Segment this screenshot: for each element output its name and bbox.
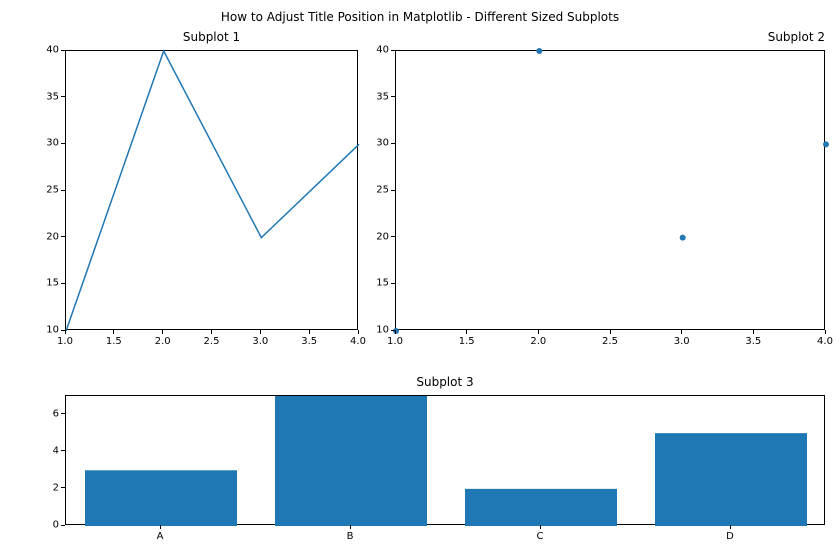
subplot-1-title: Subplot 1 bbox=[183, 30, 240, 44]
bar bbox=[85, 470, 237, 526]
y-tick-label: 6 bbox=[41, 408, 59, 419]
subplot-2-axes bbox=[395, 50, 825, 330]
subplot-1-plot-area bbox=[66, 51, 359, 331]
x-tick-label: 1.5 bbox=[459, 336, 475, 347]
y-tick-label: 4 bbox=[41, 445, 59, 456]
x-tick-label: 1.0 bbox=[57, 336, 73, 347]
bar bbox=[275, 396, 427, 526]
y-tick-label: 20 bbox=[41, 231, 59, 242]
x-tick-label: 2.0 bbox=[155, 336, 171, 347]
y-tick-label: 15 bbox=[371, 278, 389, 289]
scatter-point bbox=[536, 48, 542, 54]
x-tick-label: 2.0 bbox=[530, 336, 546, 347]
x-tick-mark bbox=[753, 330, 754, 334]
figure: How to Adjust Title Position in Matplotl… bbox=[0, 0, 840, 560]
y-tick-mark bbox=[61, 525, 65, 526]
x-tick-label: 3.5 bbox=[745, 336, 761, 347]
y-tick-mark bbox=[61, 330, 65, 331]
x-tick-mark bbox=[466, 330, 467, 334]
y-tick-mark bbox=[391, 96, 395, 97]
x-tick-label: 1.0 bbox=[387, 336, 403, 347]
x-tick-mark bbox=[358, 330, 359, 334]
x-tick-mark bbox=[681, 330, 682, 334]
y-tick-mark bbox=[61, 50, 65, 51]
y-tick-label: 2 bbox=[41, 482, 59, 493]
subplot-2-plot-area bbox=[396, 51, 826, 331]
subplot-2-title: Subplot 2 bbox=[768, 30, 825, 44]
y-tick-label: 40 bbox=[41, 45, 59, 56]
bar bbox=[465, 489, 617, 526]
x-tick-mark bbox=[825, 330, 826, 334]
y-tick-mark bbox=[61, 96, 65, 97]
y-tick-label: 30 bbox=[371, 138, 389, 149]
x-tick-label: 1.5 bbox=[106, 336, 122, 347]
x-tick-label: 2.5 bbox=[602, 336, 618, 347]
subplot-1-axes bbox=[65, 50, 358, 330]
y-tick-label: 40 bbox=[371, 45, 389, 56]
y-tick-mark bbox=[61, 143, 65, 144]
x-tick-mark bbox=[162, 330, 163, 334]
x-tick-mark bbox=[610, 330, 611, 334]
scatter-point bbox=[680, 235, 686, 241]
x-tick-mark bbox=[211, 330, 212, 334]
y-tick-mark bbox=[61, 450, 65, 451]
x-tick-mark bbox=[160, 525, 161, 529]
x-tick-label: 4.0 bbox=[817, 336, 833, 347]
y-tick-label: 10 bbox=[41, 325, 59, 336]
x-tick-mark bbox=[65, 330, 66, 334]
subplot-3-plot-area bbox=[66, 396, 826, 526]
subplot-3-title: Subplot 3 bbox=[416, 375, 473, 389]
y-tick-label: 35 bbox=[41, 91, 59, 102]
scatter-point bbox=[823, 141, 829, 147]
line-series bbox=[66, 51, 359, 331]
y-tick-label: 15 bbox=[41, 278, 59, 289]
y-tick-label: 20 bbox=[371, 231, 389, 242]
y-tick-label: 25 bbox=[371, 185, 389, 196]
x-tick-mark bbox=[309, 330, 310, 334]
y-tick-label: 10 bbox=[371, 325, 389, 336]
x-tick-label: 2.5 bbox=[204, 336, 220, 347]
y-tick-label: 35 bbox=[371, 91, 389, 102]
x-tick-mark bbox=[260, 330, 261, 334]
y-tick-mark bbox=[61, 413, 65, 414]
y-tick-mark bbox=[391, 50, 395, 51]
x-tick-mark bbox=[540, 525, 541, 529]
x-tick-label: 3.0 bbox=[674, 336, 690, 347]
y-tick-mark bbox=[391, 143, 395, 144]
y-tick-mark bbox=[61, 190, 65, 191]
x-tick-label: 3.0 bbox=[252, 336, 268, 347]
figure-suptitle: How to Adjust Title Position in Matplotl… bbox=[221, 10, 619, 24]
x-tick-label: C bbox=[537, 531, 544, 542]
x-tick-label: B bbox=[347, 531, 354, 542]
y-tick-label: 0 bbox=[41, 520, 59, 531]
y-tick-mark bbox=[391, 190, 395, 191]
bar bbox=[655, 433, 807, 526]
x-tick-label: 3.5 bbox=[301, 336, 317, 347]
x-tick-mark bbox=[113, 330, 114, 334]
x-tick-mark bbox=[730, 525, 731, 529]
y-tick-mark bbox=[61, 283, 65, 284]
x-tick-label: D bbox=[726, 531, 734, 542]
x-tick-label: A bbox=[157, 531, 164, 542]
y-tick-mark bbox=[61, 236, 65, 237]
y-tick-label: 25 bbox=[41, 185, 59, 196]
x-tick-mark bbox=[395, 330, 396, 334]
x-tick-mark bbox=[350, 525, 351, 529]
x-tick-mark bbox=[538, 330, 539, 334]
y-tick-mark bbox=[391, 330, 395, 331]
y-tick-mark bbox=[61, 487, 65, 488]
y-tick-mark bbox=[391, 283, 395, 284]
y-tick-mark bbox=[391, 236, 395, 237]
y-tick-label: 30 bbox=[41, 138, 59, 149]
subplot-3-axes bbox=[65, 395, 825, 525]
x-tick-label: 4.0 bbox=[350, 336, 366, 347]
